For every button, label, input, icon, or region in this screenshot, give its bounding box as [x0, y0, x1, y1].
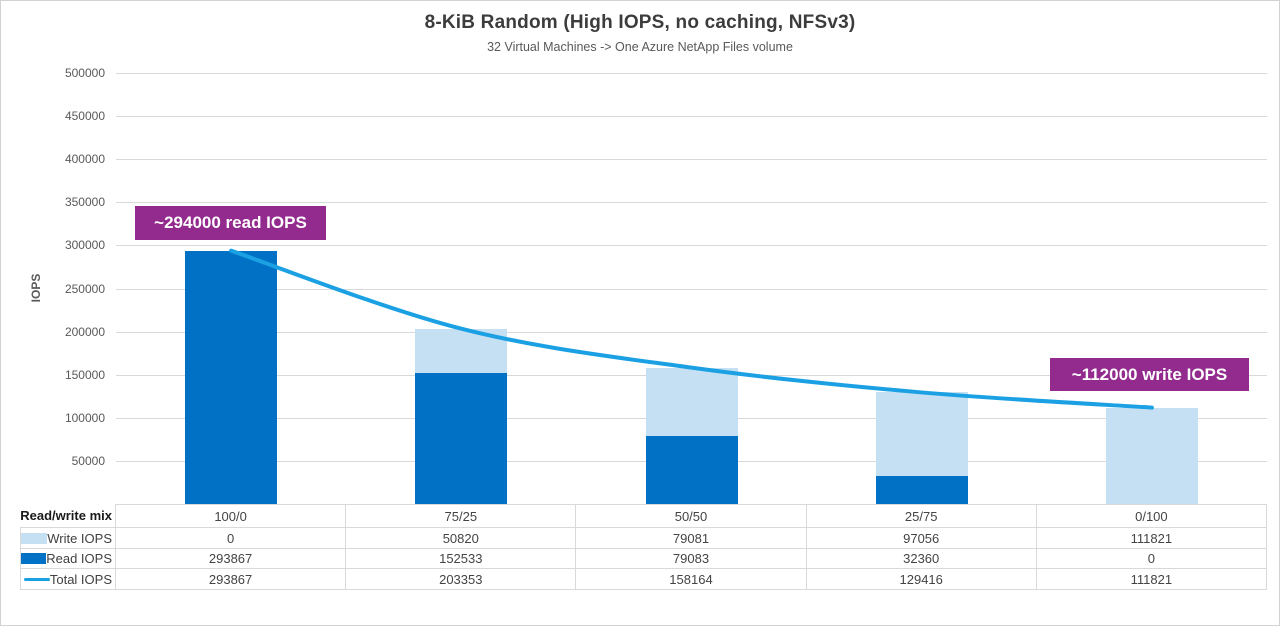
value-cell: 0 [116, 528, 347, 549]
gridline [116, 202, 1267, 204]
legend-cell-write-iops: Write IOPS [20, 528, 116, 549]
read-iops-bar [415, 372, 508, 504]
value-cell: 79081 [576, 528, 807, 549]
legend-label: Total IOPS [49, 571, 112, 587]
value-cell: 97056 [806, 528, 1037, 549]
gridline [116, 245, 1267, 247]
y-tick-label: 350000 [64, 195, 105, 210]
value-cell: 203353 [346, 569, 577, 590]
category-header-cell: 0/100 [1036, 504, 1267, 528]
value-cell: 32360 [806, 549, 1037, 569]
write-iops-legend-swatch [21, 532, 48, 544]
total-iops-legend-swatch [23, 577, 50, 581]
read-iops-bar [875, 476, 968, 504]
legend-label: Write IOPS [47, 530, 112, 546]
value-cell: 0 [1036, 549, 1267, 569]
value-cell: 152533 [346, 549, 577, 569]
annotation-write-iops: ~112000 write IOPS [1050, 358, 1249, 391]
value-cell: 79083 [576, 549, 807, 569]
annotation-read-iops: ~294000 read IOPS [135, 206, 326, 240]
y-tick-label: 250000 [64, 281, 105, 296]
gridline [116, 73, 1267, 74]
category-header-cell: 50/50 [576, 504, 807, 528]
category-header-cell: 100/0 [116, 504, 347, 528]
y-tick-label: 450000 [64, 109, 105, 124]
write-iops-bar [645, 367, 738, 436]
write-iops-bar [415, 328, 508, 373]
y-tick-label: 200000 [64, 324, 105, 339]
read-iops-legend-swatch [21, 553, 47, 564]
value-cell: 293867 [116, 549, 347, 569]
value-cell: 158164 [576, 569, 807, 590]
y-tick-label: 150000 [64, 367, 105, 382]
y-tick-label: 500000 [64, 66, 105, 80]
y-tick-label: 50000 [71, 453, 105, 468]
legend-label: Read IOPS [46, 551, 112, 566]
y-tick-label: 300000 [64, 238, 105, 253]
value-cell: 293867 [116, 569, 347, 590]
y-tick-label: 100000 [64, 410, 105, 425]
value-cell: 50820 [346, 528, 577, 549]
legend-cell-read-iops: Read IOPS [20, 549, 116, 569]
value-cell: 111821 [1036, 528, 1267, 549]
write-iops-bar [1105, 407, 1198, 504]
read-iops-bar [185, 250, 278, 504]
category-header-cell: 25/75 [806, 504, 1037, 528]
gridline [116, 116, 1267, 118]
read-iops-bar [645, 435, 738, 504]
gridline [116, 331, 1267, 333]
value-cell: 111821 [1036, 569, 1267, 590]
table-row-header-mix: Read/write mix [20, 504, 116, 528]
write-iops-bar [875, 392, 968, 477]
chart-subtitle: 32 Virtual Machines -> One Azure NetApp … [487, 40, 793, 54]
chart-title: 8-KiB Random (High IOPS, no caching, NFS… [424, 12, 856, 33]
y-tick-label: 400000 [64, 152, 105, 167]
value-cell: 129416 [806, 569, 1037, 590]
legend-cell-total-iops: Total IOPS [20, 569, 116, 590]
gridline [116, 288, 1267, 290]
category-header-cell: 75/25 [346, 504, 577, 528]
gridline [116, 159, 1267, 161]
data-table: Read/write mix 100/0 75/25 50/50 25/75 0/100 W… [1, 504, 1267, 590]
